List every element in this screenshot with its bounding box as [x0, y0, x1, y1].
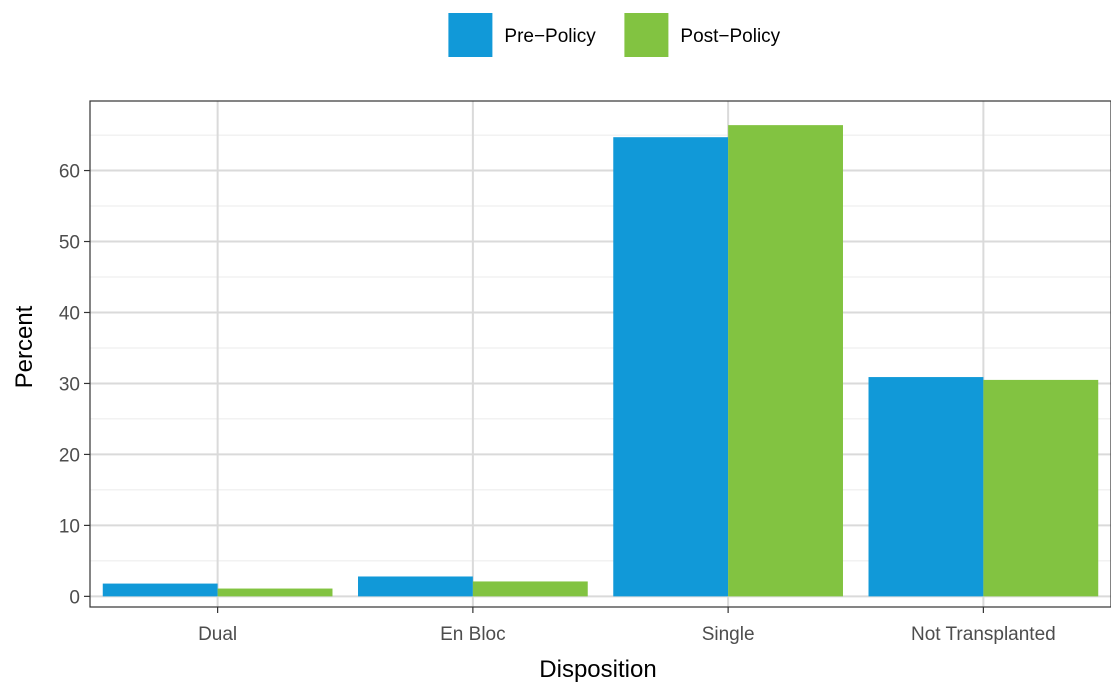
bar [472, 581, 588, 597]
bar [358, 576, 473, 597]
y-tick-label: 30 [59, 374, 80, 395]
y-tick-label: 20 [59, 445, 80, 466]
x-axis-title: Disposition [539, 656, 656, 683]
y-tick-label: 40 [59, 303, 80, 324]
plot-panel-border [89, 100, 1111, 608]
y-tick-label: 60 [59, 162, 80, 183]
legend-swatch [624, 13, 669, 57]
bar [613, 137, 729, 597]
legend-label: Post−Policy [680, 26, 780, 47]
bars [102, 125, 1099, 597]
x-axis: Dual En Bloc Single Not Transplanted [198, 607, 1056, 645]
bar [868, 377, 984, 597]
x-tick-label: Not Transplanted [911, 624, 1056, 645]
y-tick-label: 10 [59, 516, 80, 537]
x-tick-label: En Bloc [440, 624, 505, 645]
y-tick-label: 50 [59, 233, 80, 254]
x-tick-label: Single [702, 624, 755, 645]
bar [217, 588, 333, 597]
y-tick-label: 0 [69, 587, 80, 608]
y-axis-title: Percent [11, 305, 38, 388]
x-tick-label: Dual [198, 624, 237, 645]
y-axis: 0 10 20 30 40 50 60 [59, 162, 90, 608]
bar [102, 583, 218, 597]
bar [983, 379, 1099, 597]
legend-swatch [448, 13, 493, 57]
bar [728, 125, 843, 597]
legend: Pre−Policy Post−Policy [448, 13, 781, 57]
legend-label: Pre−Policy [504, 26, 596, 47]
